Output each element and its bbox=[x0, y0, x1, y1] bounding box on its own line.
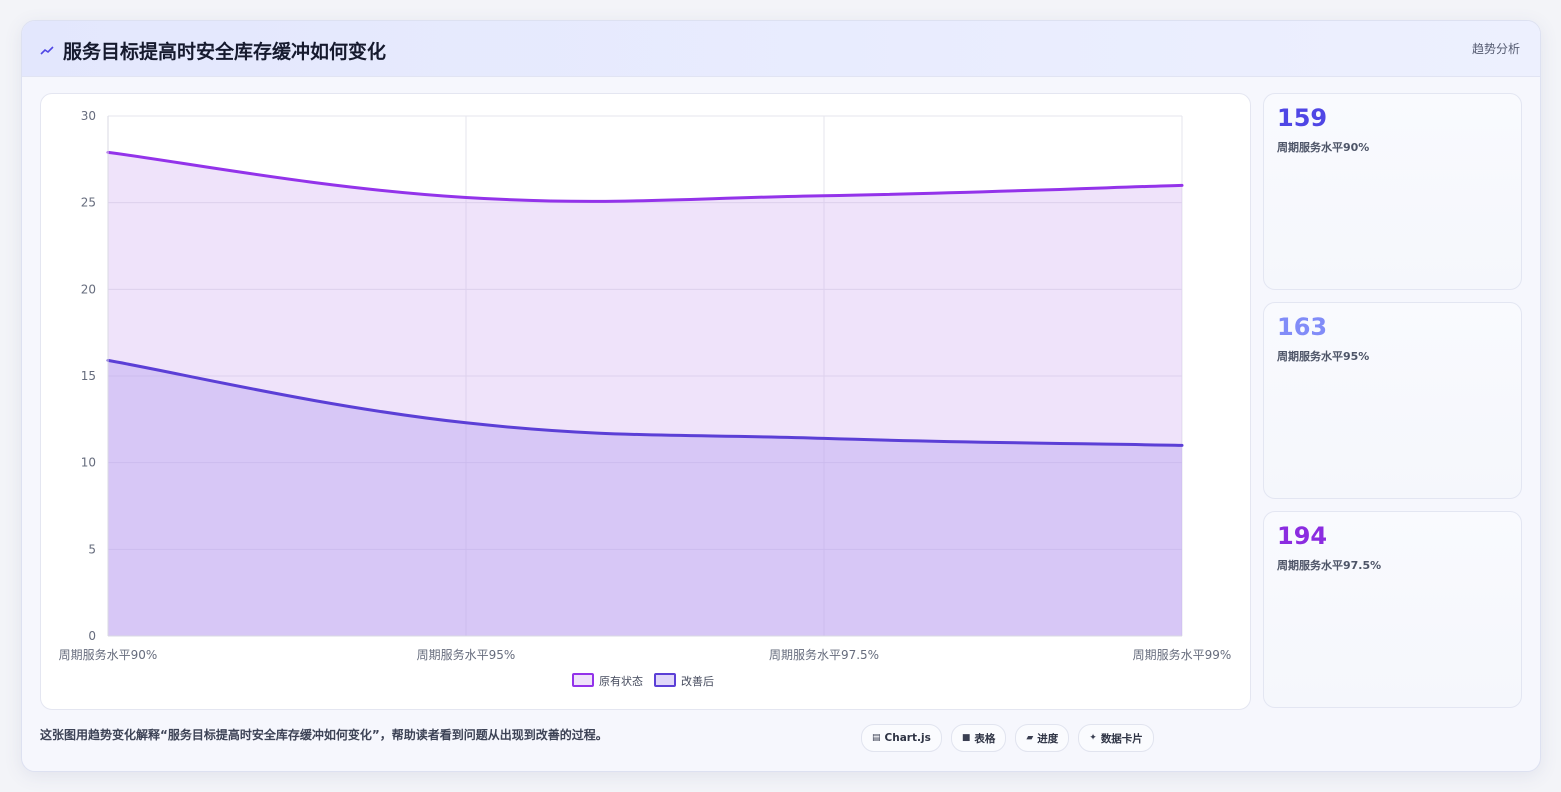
tech-chips: ▤ Chart.js ■ 表格 ▰ 进度 ✦ 数据卡片 bbox=[861, 724, 1154, 752]
legend-swatch bbox=[654, 673, 676, 687]
x-tick-label: 周期服务水平95% bbox=[417, 647, 516, 662]
table-icon: ■ bbox=[961, 733, 971, 743]
y-tick-label: 10 bbox=[81, 456, 96, 470]
stat-card-1: 159 周期服务水平90% bbox=[1263, 93, 1522, 290]
chart-icon: ▤ bbox=[872, 733, 881, 743]
legend-label: 改善后 bbox=[681, 674, 714, 688]
series-line-2 bbox=[106, 358, 1184, 447]
stat-label: 周期服务水平97.5% bbox=[1277, 559, 1382, 572]
y-tick-label: 15 bbox=[81, 369, 96, 383]
chart-panel: 0 5 10 15 20 25 30 周期服务水平90% 周期服务水平95% 周期服务水平97.5… bbox=[40, 93, 1251, 710]
progress-icon: ▰ bbox=[1026, 733, 1034, 743]
area-chart: 0 5 10 15 20 25 30 周期服务水平90% 周期服务水平95% 周期服务水平97.5… bbox=[59, 109, 1232, 688]
chip-table[interactable]: ■ 表格 bbox=[950, 724, 1007, 752]
x-tick-label: 周期服务水平90% bbox=[59, 647, 158, 662]
y-tick-label: 20 bbox=[81, 282, 96, 296]
chart-card: 服务目标提高时安全库存缓冲如何变化 趋势分析 0 5 10 15 20 25 30 周期服务水… bbox=[21, 20, 1541, 772]
stat-value: 159 bbox=[1277, 104, 1328, 132]
chip-label: Chart.js bbox=[884, 732, 931, 744]
legend-swatch bbox=[572, 673, 594, 687]
chip-chartjs[interactable]: ▤ Chart.js bbox=[861, 724, 942, 752]
stat-value: 194 bbox=[1277, 522, 1328, 550]
chip-label: 数据卡片 bbox=[1100, 732, 1143, 745]
y-tick-label: 30 bbox=[81, 109, 96, 123]
header-tag: 趋势分析 bbox=[1471, 42, 1520, 56]
x-tick-label: 周期服务水平99% bbox=[1133, 647, 1232, 662]
stat-label: 周期服务水平90% bbox=[1277, 141, 1370, 154]
y-tick-label: 25 bbox=[81, 196, 96, 210]
series-line-1 bbox=[106, 150, 1184, 203]
legend-label: 原有状态 bbox=[599, 674, 643, 688]
chip-data-cards[interactable]: ✦ 数据卡片 bbox=[1078, 724, 1154, 752]
stat-card-2: 163 周期服务水平95% bbox=[1263, 302, 1522, 499]
y-tick-label: 5 bbox=[88, 542, 96, 556]
x-tick-label: 周期服务水平97.5% bbox=[769, 647, 879, 662]
chip-progress[interactable]: ▰ 进度 bbox=[1015, 724, 1070, 752]
chip-label: 进度 bbox=[1037, 732, 1059, 745]
series-area-1 bbox=[108, 152, 1182, 636]
series-area-2 bbox=[108, 360, 1182, 636]
stat-value: 163 bbox=[1277, 313, 1328, 341]
chip-label: 表格 bbox=[974, 732, 996, 745]
y-tick-label: 0 bbox=[88, 629, 96, 643]
page-title: 服务目标提高时安全库存缓冲如何变化 bbox=[63, 41, 387, 63]
card-header: 服务目标提高时安全库存缓冲如何变化 趋势分析 bbox=[22, 21, 1540, 77]
stat-card-3: 194 周期服务水平97.5% bbox=[1263, 511, 1522, 708]
sparkle-icon: ✦ bbox=[1089, 733, 1097, 743]
trend-line-icon bbox=[40, 41, 54, 60]
chart-caption: 这张图用趋势变化解释“服务目标提高时安全库存缓冲如何变化”，帮助读者看到问题从出… bbox=[40, 728, 608, 742]
stat-label: 周期服务水平95% bbox=[1277, 350, 1370, 363]
